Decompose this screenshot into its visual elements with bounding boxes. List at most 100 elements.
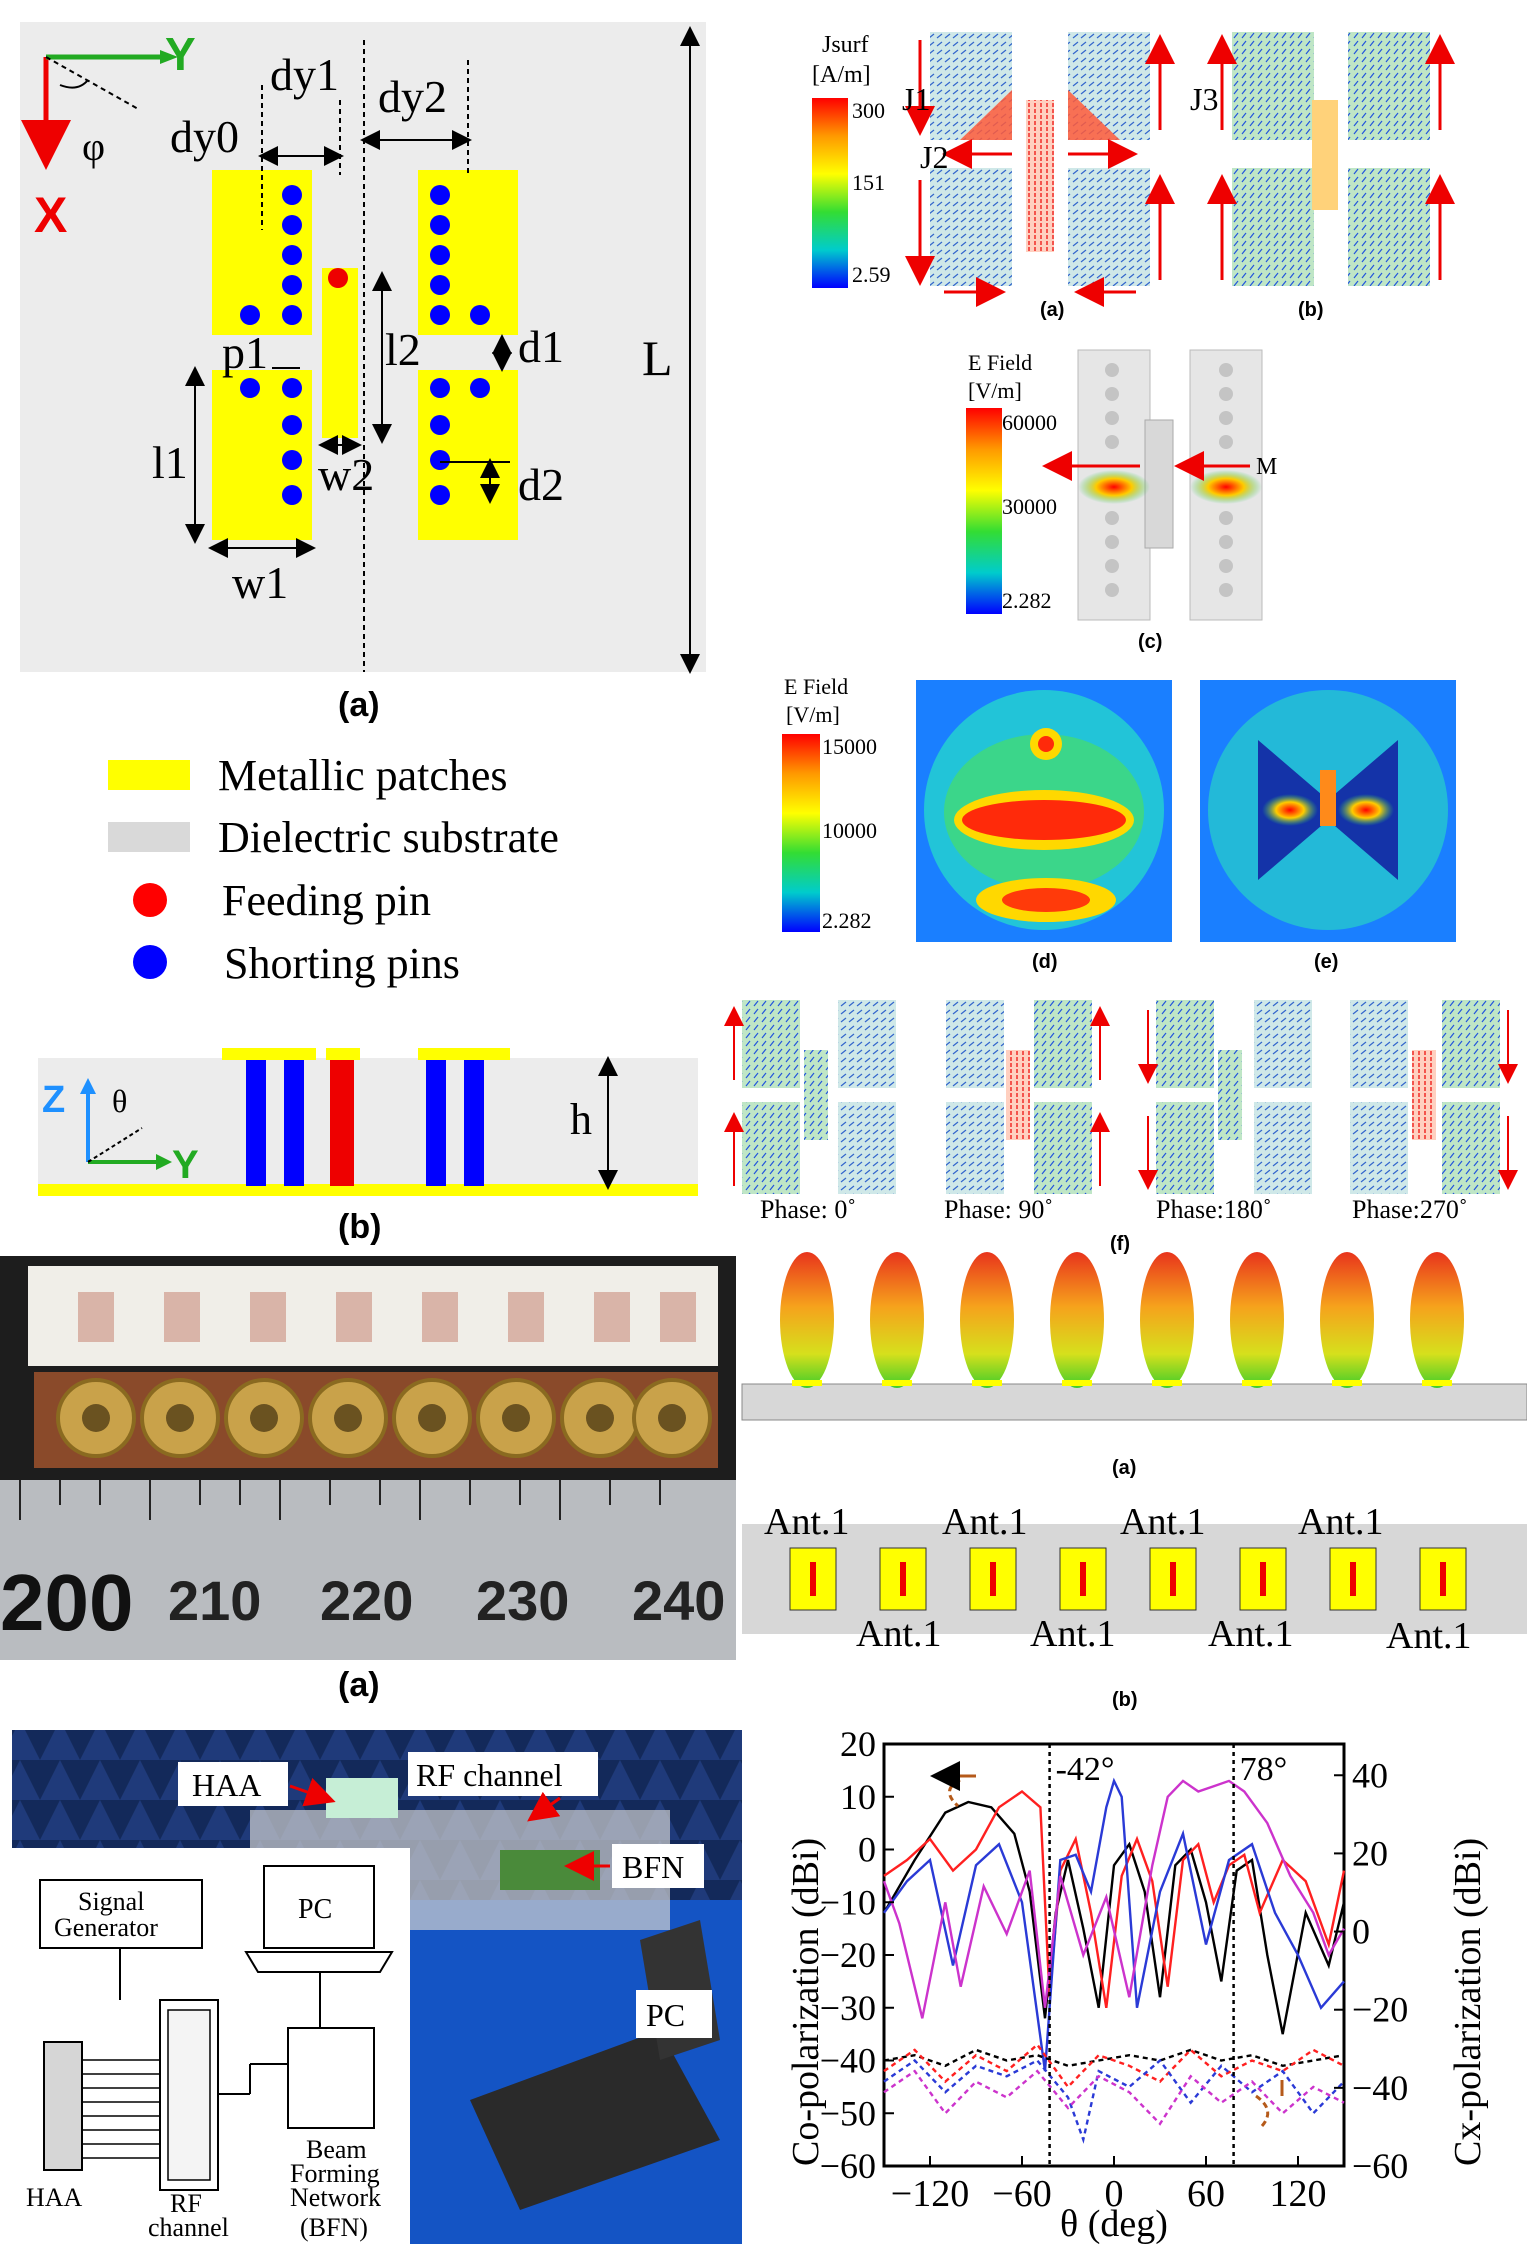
dim-w1: w1 xyxy=(232,557,288,608)
photo-label-haa-box xyxy=(178,1762,288,1806)
array-layout-substrate xyxy=(742,1524,1527,1634)
legend-swatch-dielectric xyxy=(108,822,190,852)
efield-c-unit: [V/m] xyxy=(968,378,1022,403)
efield-de-tick-max: 15000 xyxy=(822,734,877,759)
caption-efield-d: (d) xyxy=(1032,951,1058,973)
side-axis-y: Y xyxy=(172,1143,199,1187)
ruler-210: 210 xyxy=(168,1569,261,1632)
array-radiation-figure: (a) Ant.1 Ant.1 Ant.1 Ant.1 Ant.1 Ant.1 … xyxy=(741,1252,1527,1711)
series-line-2 xyxy=(883,1789,1346,2008)
axis-y-label: Y xyxy=(165,28,196,80)
jsurf-tick-min: 2.59 xyxy=(852,262,891,287)
current-label-j2: J2 xyxy=(920,139,948,175)
jsurf-tick-max: 300 xyxy=(852,98,885,123)
dim-p1: p1 xyxy=(222,327,268,378)
dim-l2: l2 xyxy=(385,324,421,375)
y-tick-label: −20 xyxy=(820,1935,876,1975)
ant-label-7: Ant.1 xyxy=(1298,1501,1384,1543)
diagram-bfn xyxy=(287,2027,375,2129)
efield-de-tick-mid: 10000 xyxy=(822,818,877,843)
chart-ylabel: Co-polarization (dBi) xyxy=(785,1838,827,2166)
y2-tick-label: −60 xyxy=(1352,2146,1408,2186)
caption-layout-b: (b) xyxy=(1112,1689,1138,1711)
diagram-bfn-line4: (BFN) xyxy=(300,2213,368,2242)
side-feeding-pin xyxy=(330,1060,354,1186)
series-line-4 xyxy=(882,1779,1346,2019)
diagram-pc-monitor xyxy=(263,1865,375,1949)
dim-l1: l1 xyxy=(152,437,188,488)
ruler xyxy=(0,1480,736,1660)
side-axis-z: Z xyxy=(42,1079,65,1121)
jsurf-unit: [A/m] xyxy=(812,62,871,88)
x-tick-label: −60 xyxy=(992,2173,1051,2215)
ant-label-6: Ant.1 xyxy=(1208,1613,1294,1655)
efield-c-colorbar xyxy=(966,408,1002,614)
diagram-bfn-line1: Beam xyxy=(306,2135,367,2164)
dim-d1: d1 xyxy=(518,321,564,372)
photo-label-rf: RF channel xyxy=(416,1757,563,1793)
dim-d2: d2 xyxy=(518,459,564,510)
feed-strip xyxy=(322,268,358,438)
efield-c-title: E Field xyxy=(968,350,1032,375)
side-theta: θ xyxy=(112,1083,127,1119)
ruler-200: 200 xyxy=(0,1558,133,1647)
legend: Metallic patches Dielectric substrate Fe… xyxy=(108,751,559,988)
photo-label-pc-box xyxy=(636,1990,712,2038)
caption-current-b: (b) xyxy=(1298,299,1324,321)
efield-de-tick-min: 2.282 xyxy=(822,908,872,933)
diagram-haa-label: HAA xyxy=(26,2183,83,2212)
y-tick-label: 20 xyxy=(840,1724,876,1764)
side-shorting-pin xyxy=(246,1060,266,1186)
y-tick-label: −30 xyxy=(820,1988,876,2028)
y2-tick-label: −40 xyxy=(1352,2068,1408,2108)
caption-efield-c: (c) xyxy=(1138,631,1162,653)
chart-y2label: Cx-polarization (dBi) xyxy=(1447,1838,1489,2166)
caption-side-b: (b) xyxy=(338,1208,381,1246)
fabricated-array-photo: 200 210 220 230 240 (a) xyxy=(0,1256,736,1704)
chart-xlabel: θ (deg) xyxy=(1060,2203,1168,2244)
y-tick-label: −10 xyxy=(820,1882,876,1922)
efield-c-figure: E Field [V/m] 60000 30000 2.282 M (c) xyxy=(966,349,1277,653)
jsurf-colorbar xyxy=(812,98,848,288)
legend-swatch-short xyxy=(133,945,167,979)
caption-photo-a: (a) xyxy=(338,1666,380,1704)
current-label-j1: J1 xyxy=(902,81,930,117)
legend-short-label: Shorting pins xyxy=(224,939,460,988)
phase-label-90: Phase: 90˚ xyxy=(944,1195,1053,1224)
ruler-230: 230 xyxy=(476,1569,569,1632)
efield-de-figure: E Field [V/m] 15000 10000 2.282 (d) (e) xyxy=(782,674,1456,973)
efield-de-unit: [V/m] xyxy=(786,702,840,727)
diagram-haa xyxy=(43,2041,83,2171)
measurement-setup: HAA RF channel BFN PC Signal Generator P… xyxy=(12,1730,742,2244)
ant-label-4: Ant.1 xyxy=(1030,1613,1116,1655)
photo-label-pc: PC xyxy=(646,1997,685,2033)
current-label-j3: J3 xyxy=(1190,81,1218,117)
legend-swatch-feed xyxy=(133,883,167,917)
ruler-240: 240 xyxy=(632,1569,725,1632)
series-line-1 xyxy=(882,1800,1346,2035)
side-substrate xyxy=(38,1058,698,1188)
efield-c-tick-mid: 30000 xyxy=(1002,494,1057,519)
x-tick-label: 60 xyxy=(1187,2173,1225,2215)
surface-current-figure: Jsurf [A/m] 300 151 2.59 J1 J2 (a) J3 (b… xyxy=(812,32,1455,321)
dim-dy1: dy1 xyxy=(270,49,339,100)
radiation-pattern-chart: -42° 78° −120 −60 0 60 120 20 10 0 −10 −20 −30 −40 −5… xyxy=(785,1724,1489,2244)
marker-label-1: -42° xyxy=(1056,1751,1115,1788)
dim-dy0: dy0 xyxy=(170,111,239,162)
marker-label-2: 78° xyxy=(1240,1751,1288,1788)
photo-label-haa: HAA xyxy=(192,1767,261,1803)
series-line-3 xyxy=(883,1777,1345,2072)
dim-L: L xyxy=(642,330,673,386)
ant-label-3: Ant.1 xyxy=(942,1501,1028,1543)
dim-w2: w2 xyxy=(318,449,374,500)
diagram-bfn-line3: Network xyxy=(290,2183,381,2212)
phi-label: φ xyxy=(82,124,105,169)
caption-phase-f: (f) xyxy=(1110,1233,1130,1255)
caption-current-a: (a) xyxy=(1040,299,1064,321)
plot-frame xyxy=(882,1742,1346,2168)
series-line-5 xyxy=(883,2048,1345,2068)
y2-tick-label: −20 xyxy=(1352,1990,1408,2030)
ant-label-2: Ant.1 xyxy=(856,1613,942,1655)
side-view-figure: Z θ Y h (b) xyxy=(38,1048,698,1246)
dim-dy2: dy2 xyxy=(378,71,447,122)
